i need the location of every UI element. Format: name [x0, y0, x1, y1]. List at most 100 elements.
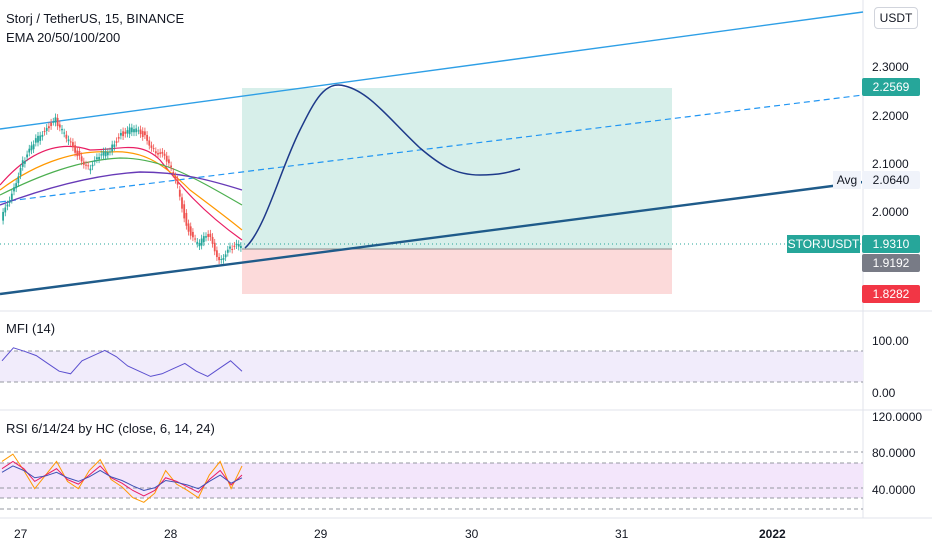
- candle-body: [205, 236, 207, 238]
- candle-body: [176, 179, 179, 185]
- rsi-14-line: [1, 460, 243, 497]
- candle-body: [200, 238, 203, 246]
- mfi-legend[interactable]: MFI (14): [6, 321, 56, 336]
- candle-body: [139, 129, 142, 135]
- target-zone[interactable]: [242, 88, 672, 249]
- candle-body: [63, 132, 66, 134]
- stop-zone[interactable]: [242, 249, 672, 294]
- currency-button[interactable]: USDT: [874, 7, 918, 29]
- candle-body: [76, 150, 79, 157]
- x-tick: 29: [314, 527, 328, 541]
- candle-body: [150, 145, 153, 148]
- candle-body: [56, 117, 59, 127]
- candle-body: [183, 204, 186, 219]
- avg-tag: Avg: [833, 171, 861, 189]
- prev-price-badge: 1.9192: [862, 254, 920, 272]
- avg-price-badge: 2.0640: [862, 171, 920, 189]
- candle-body: [122, 131, 124, 137]
- candle-body: [96, 157, 98, 160]
- candle-body: [126, 130, 129, 134]
- rsi-legend[interactable]: RSI 6/14/24 by HC (close, 6, 14, 24): [6, 421, 215, 436]
- candle-body: [185, 212, 188, 226]
- candle-body: [28, 148, 31, 153]
- candle-body: [85, 164, 87, 166]
- candle-body: [209, 233, 212, 238]
- candle-body: [24, 161, 26, 164]
- channel-upper-line[interactable]: [0, 11, 864, 130]
- candle-body: [235, 243, 238, 246]
- candle-body: [113, 144, 116, 147]
- price-tick: 2.1000: [872, 157, 909, 171]
- candle-body: [39, 135, 42, 141]
- ema-100-line: [0, 157, 243, 206]
- stop-price-badge: 1.8282: [862, 285, 920, 303]
- candle-body: [137, 130, 140, 132]
- candle-body: [4, 207, 7, 213]
- candle-body: [26, 154, 28, 158]
- candle-body: [222, 258, 225, 260]
- candle-body: [54, 117, 57, 123]
- candle-body: [69, 141, 72, 143]
- candle-body: [168, 159, 170, 164]
- candle-body: [61, 128, 63, 131]
- candle-body: [196, 241, 199, 244]
- symbol-title[interactable]: Storj / TetherUS, 15, BINANCE: [6, 11, 185, 26]
- projection-curve[interactable]: [244, 84, 521, 249]
- candle-body: [202, 236, 205, 243]
- rsi-tick: 80.0000: [872, 446, 916, 460]
- candle-body: [87, 165, 90, 167]
- ema-200-line: [0, 171, 243, 206]
- symbol-tag: STORJUSDT: [787, 235, 860, 253]
- candle-body: [216, 250, 218, 258]
- candle-body: [163, 153, 166, 156]
- rsi-tick: 120.0000: [872, 410, 923, 424]
- candle-body: [45, 127, 48, 131]
- ema-legend[interactable]: EMA 20/50/100/200: [6, 30, 121, 45]
- candle-body: [91, 164, 94, 167]
- candle-body: [89, 168, 92, 171]
- candle-body: [198, 243, 201, 247]
- candle-body: [133, 129, 135, 133]
- candle-body: [102, 151, 105, 156]
- candle-body: [181, 197, 183, 209]
- candle-body: [100, 154, 103, 156]
- price-tick: 2.3000: [872, 60, 909, 74]
- candle-body: [192, 231, 194, 238]
- candle-body: [117, 137, 120, 139]
- candle-body: [207, 234, 210, 237]
- candle-body: [135, 128, 138, 133]
- candle-body: [240, 245, 242, 249]
- candle-body: [10, 193, 13, 200]
- candle-body: [124, 131, 127, 134]
- candle-body: [211, 236, 214, 244]
- candle-body: [15, 183, 18, 189]
- candle-body: [72, 142, 74, 148]
- candle-body: [231, 248, 234, 250]
- candle-body: [233, 245, 236, 247]
- candle-body: [13, 187, 15, 192]
- candle-body: [50, 122, 52, 127]
- candle-body: [98, 157, 100, 160]
- candle-body: [224, 254, 227, 258]
- mfi-tick: 0.00: [872, 386, 896, 400]
- candle-body: [6, 204, 9, 207]
- candle-body: [128, 127, 131, 135]
- candle-body: [32, 144, 35, 150]
- candle-body: [194, 238, 196, 240]
- candle-body: [58, 124, 61, 128]
- ema-50-line: [0, 151, 243, 231]
- x-tick: 30: [465, 527, 479, 541]
- candle-body: [141, 131, 144, 137]
- rsi-6-line: [1, 453, 243, 503]
- last-price-badge: 1.9310: [862, 235, 920, 253]
- candle-body: [146, 134, 148, 141]
- channel-lower-line[interactable]: [0, 180, 864, 296]
- rsi-band: [0, 463, 863, 498]
- candle-body: [226, 249, 229, 253]
- channel-mid-line[interactable]: [0, 94, 864, 203]
- candle-body: [152, 148, 155, 150]
- candle-body: [52, 121, 55, 123]
- candle-body: [104, 151, 107, 157]
- candle-body: [130, 127, 133, 133]
